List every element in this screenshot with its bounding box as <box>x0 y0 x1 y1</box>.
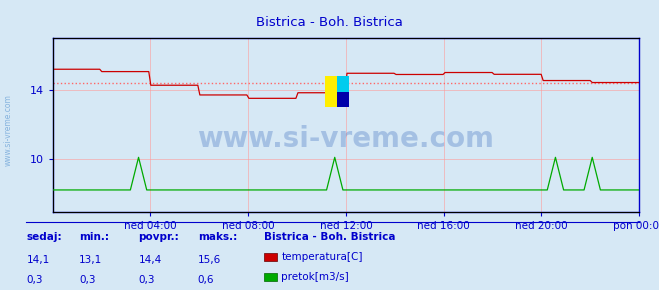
Text: pretok[m3/s]: pretok[m3/s] <box>281 272 349 282</box>
Bar <box>326 76 337 107</box>
Text: 14,4: 14,4 <box>138 255 161 265</box>
Text: 15,6: 15,6 <box>198 255 221 265</box>
Text: sedaj:: sedaj: <box>26 232 62 242</box>
Text: temperatura[C]: temperatura[C] <box>281 252 363 262</box>
Text: www.si-vreme.com: www.si-vreme.com <box>198 125 494 153</box>
Text: Bistrica - Boh. Bistrica: Bistrica - Boh. Bistrica <box>256 16 403 29</box>
Text: www.si-vreme.com: www.si-vreme.com <box>3 95 13 166</box>
Text: maks.:: maks.: <box>198 232 237 242</box>
Text: 0,3: 0,3 <box>138 276 155 285</box>
Text: min.:: min.: <box>79 232 109 242</box>
Bar <box>337 92 349 107</box>
Text: povpr.:: povpr.: <box>138 232 179 242</box>
Text: 0,6: 0,6 <box>198 276 214 285</box>
Text: 14,1: 14,1 <box>26 255 49 265</box>
Text: Bistrica - Boh. Bistrica: Bistrica - Boh. Bistrica <box>264 232 395 242</box>
Text: 0,3: 0,3 <box>79 276 96 285</box>
Bar <box>337 76 349 92</box>
Text: 0,3: 0,3 <box>26 276 43 285</box>
Text: 13,1: 13,1 <box>79 255 102 265</box>
